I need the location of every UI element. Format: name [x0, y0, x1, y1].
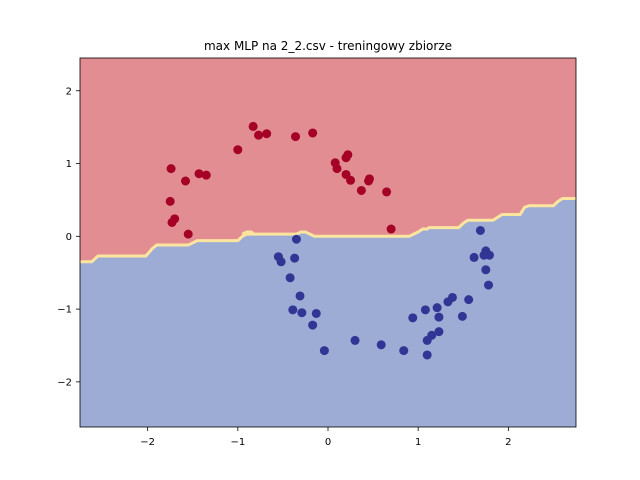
scatter-point-class-0 — [356, 185, 366, 195]
y-tick-label: 2 — [66, 86, 72, 97]
scatter-points — [165, 121, 494, 360]
scatter-point-class-1 — [484, 250, 494, 260]
x-tick-label: 1 — [415, 437, 421, 448]
scatter-point-class-0 — [194, 169, 204, 179]
scatter-point-class-1 — [432, 303, 442, 313]
scatter-point-class-1 — [434, 312, 444, 322]
scatter-point-class-0 — [181, 176, 191, 186]
scatter-point-class-0 — [332, 164, 342, 174]
scatter-point-class-1 — [350, 335, 360, 345]
plot-area — [80, 58, 576, 427]
scatter-point-class-1 — [434, 327, 444, 337]
scatter-point-class-0 — [201, 170, 211, 180]
scatter-point-class-1 — [288, 305, 298, 315]
scatter-point-class-1 — [447, 292, 457, 302]
scatter-point-class-1 — [291, 234, 301, 244]
scatter-point-class-0 — [248, 121, 258, 131]
x-axis: −2 −1 0 1 2 — [140, 427, 512, 448]
scatter-point-class-0 — [165, 196, 175, 206]
scatter-point-class-0 — [183, 229, 193, 239]
x-tick-label: −2 — [140, 437, 155, 448]
scatter-point-class-0 — [166, 164, 176, 174]
scatter-point-class-1 — [319, 346, 329, 356]
scatter-point-class-1 — [484, 280, 494, 290]
scatter-point-class-1 — [376, 340, 386, 350]
scatter-point-class-0 — [167, 217, 177, 227]
scatter-point-class-0 — [382, 187, 392, 197]
scatter-point-class-1 — [427, 330, 437, 340]
y-tick-label: −1 — [57, 305, 72, 316]
x-tick-label: −1 — [230, 437, 245, 448]
scatter-point-class-1 — [308, 320, 318, 330]
scatter-point-class-1 — [457, 311, 467, 321]
class-region-lower — [80, 198, 576, 427]
scatter-point-class-1 — [290, 253, 300, 263]
scatter-point-class-0 — [262, 129, 272, 139]
y-tick-label: 0 — [66, 232, 72, 243]
scatter-point-class-1 — [475, 225, 485, 235]
scatter-point-class-0 — [308, 128, 318, 138]
chart-title: max MLP na 2_2.csv - treningowy zbiorze — [204, 39, 452, 53]
x-tick-label: 2 — [505, 437, 511, 448]
decision-boundary-line — [80, 196, 576, 264]
scatter-point-class-0 — [233, 145, 243, 155]
scatter-point-class-0 — [346, 175, 356, 185]
scatter-point-class-1 — [285, 273, 295, 283]
scatter-point-class-1 — [295, 291, 305, 301]
y-tick-label: 1 — [66, 159, 72, 170]
scatter-point-class-1 — [469, 252, 479, 262]
scatter-point-class-0 — [386, 224, 396, 234]
scatter-point-class-1 — [297, 308, 307, 318]
y-axis: −2 −1 0 1 2 — [57, 86, 80, 388]
scatter-point-class-1 — [276, 257, 286, 267]
scatter-point-class-1 — [422, 350, 432, 360]
scatter-point-class-1 — [420, 305, 430, 315]
x-tick-label: 0 — [325, 437, 331, 448]
scatter-point-class-1 — [311, 308, 321, 318]
scatter-point-class-1 — [464, 295, 474, 305]
scatter-point-class-1 — [408, 313, 418, 323]
scatter-point-class-0 — [291, 132, 301, 142]
scatter-point-class-0 — [364, 174, 374, 184]
scatter-point-class-0 — [343, 150, 353, 160]
scatter-point-class-0 — [254, 130, 264, 140]
scatter-point-class-1 — [399, 346, 409, 356]
scatter-point-class-1 — [481, 265, 491, 275]
y-tick-label: −2 — [57, 377, 72, 388]
